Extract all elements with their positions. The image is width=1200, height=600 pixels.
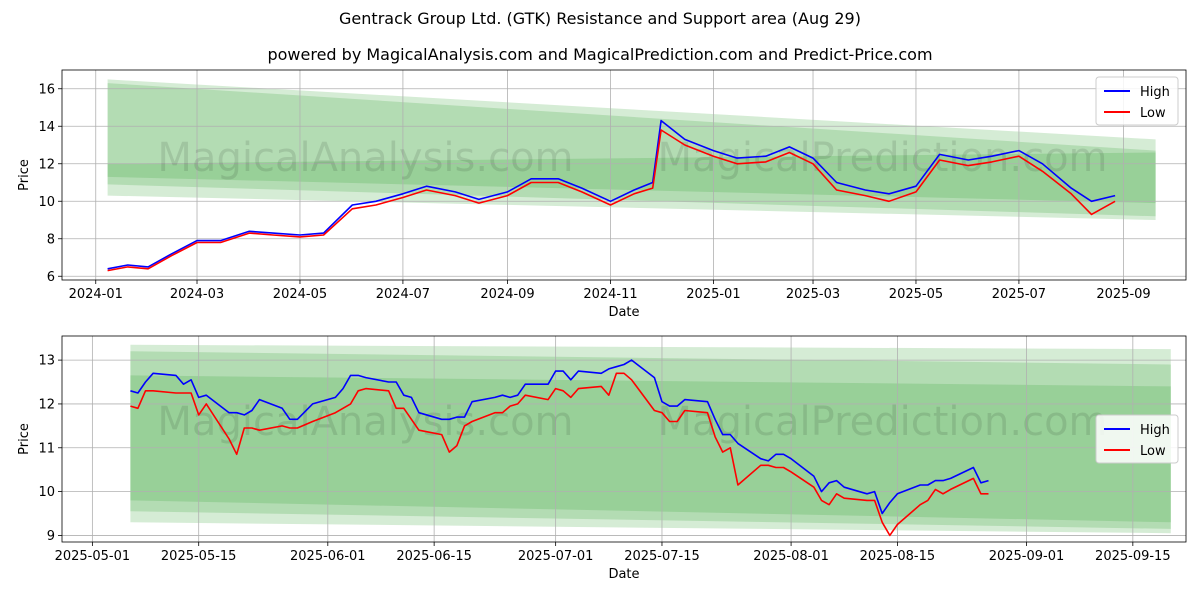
x-tick-label: 2025-05 (889, 287, 943, 302)
x-tick-label: 2025-09-01 (989, 549, 1065, 564)
y-axis-label: Price (17, 159, 32, 191)
x-tick-label: 2025-05-15 (161, 549, 237, 564)
support-resistance-band (107, 152, 1156, 204)
x-tick-label: 2024-09 (480, 287, 534, 302)
x-tick-label: 2025-08-15 (860, 549, 936, 564)
y-tick-label: 6 (47, 270, 55, 285)
x-tick-label: 2025-06-15 (396, 549, 472, 564)
x-tick-label: 2024-01 (69, 287, 123, 302)
support-resistance-band (130, 344, 1171, 534)
chart-subtitle: powered by MagicalAnalysis.com and Magic… (267, 45, 933, 64)
x-tick-label: 2024-03 (170, 287, 224, 302)
watermark-text: MagicalAnalysis.com (157, 135, 573, 181)
plot-frame (61, 69, 1187, 281)
legend-label-low: Low (1140, 106, 1166, 121)
y-tick-label: 8 (47, 232, 55, 247)
plot-frame (61, 335, 1187, 543)
support-resistance-band (130, 375, 1171, 523)
series-line-high (107, 119, 1116, 270)
y-tick-label: 9 (47, 529, 55, 544)
support-resistance-band (107, 83, 1156, 217)
legend-label-low: Low (1140, 444, 1166, 459)
y-axis-label: Price (17, 423, 32, 455)
x-tick-label: 2025-09 (1096, 287, 1150, 302)
series-line-high (130, 359, 989, 515)
x-tick-label: 2025-09-15 (1095, 549, 1171, 564)
x-tick-label: 2025-05-01 (55, 549, 131, 564)
x-tick-label: 2025-07-15 (624, 549, 700, 564)
legend-label-high: High (1140, 423, 1170, 438)
watermark-text: MagicalPrediction.com (658, 399, 1108, 445)
y-tick-label: 14 (38, 120, 55, 135)
support-resistance-band (107, 79, 1156, 221)
watermark-text: MagicalAnalysis.com (157, 399, 573, 445)
y-tick-label: 11 (38, 441, 55, 456)
y-tick-label: 12 (38, 157, 55, 172)
x-tick-label: 2025-06-01 (290, 549, 366, 564)
series-line-low (130, 372, 989, 537)
legend-label-high: High (1140, 85, 1170, 100)
series-line-low (107, 129, 1116, 272)
y-tick-label: 13 (38, 354, 55, 369)
x-tick-label: 2025-01 (686, 287, 740, 302)
y-tick-label: 10 (38, 485, 55, 500)
y-tick-label: 10 (38, 195, 55, 210)
x-tick-label: 2025-08-01 (753, 549, 829, 564)
x-tick-label: 2025-07 (992, 287, 1046, 302)
x-axis-label: Date (608, 305, 639, 320)
y-tick-label: 12 (38, 397, 55, 412)
x-tick-label: 2024-11 (583, 287, 637, 302)
x-tick-label: 2024-05 (273, 287, 327, 302)
x-tick-label: 2025-03 (786, 287, 840, 302)
x-axis-label: Date (608, 567, 639, 582)
x-tick-label: 2025-07-01 (518, 549, 594, 564)
y-tick-label: 16 (38, 82, 55, 97)
chart-title: Gentrack Group Ltd. (GTK) Resistance and… (339, 9, 861, 28)
x-tick-label: 2024-07 (376, 287, 430, 302)
